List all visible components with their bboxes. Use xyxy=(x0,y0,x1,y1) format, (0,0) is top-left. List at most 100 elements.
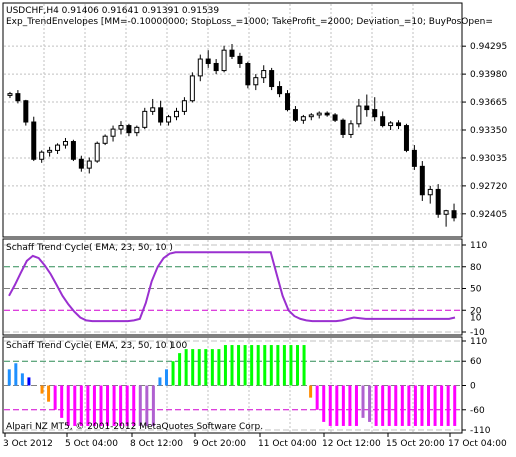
histogram-bar xyxy=(125,385,129,426)
histogram-bar xyxy=(433,385,437,426)
price-axis: 0.94295 0.93980 0.93665 0.93350 0.93035 0.927… xyxy=(462,42,507,436)
histogram-bar xyxy=(394,385,398,426)
time-label: 17 Oct 04:00 xyxy=(448,439,507,449)
candle-body xyxy=(324,112,330,116)
histogram-bar xyxy=(348,385,352,426)
histogram-bar xyxy=(263,345,267,386)
candle-body xyxy=(396,122,402,127)
copyright-text: Alpari NZ MT5, © 2001-2012 MetaQuotes So… xyxy=(6,422,263,432)
candle-body xyxy=(15,93,21,102)
histogram-bar xyxy=(237,345,241,386)
histogram-bar xyxy=(243,345,247,386)
histogram-bar xyxy=(269,345,273,386)
candle-body xyxy=(380,116,386,127)
stc-pane-title: Schaff Trend Cycle( EMA, 23, 50, 10 ) xyxy=(6,243,173,253)
candle-body xyxy=(86,160,92,169)
candle-body xyxy=(411,149,417,167)
candle-body xyxy=(221,49,227,72)
candle-body xyxy=(292,109,298,121)
candle-body xyxy=(166,116,172,123)
price-pane[interactable] xyxy=(2,2,463,238)
histogram-bar xyxy=(158,377,162,386)
candle-body xyxy=(451,210,457,219)
candle-body xyxy=(364,105,370,111)
histogram-bar xyxy=(145,385,149,426)
histogram-bar xyxy=(47,385,51,402)
histogram-bar xyxy=(53,385,57,410)
histogram-bar xyxy=(427,385,431,426)
histogram-bar xyxy=(413,385,417,426)
candle-body xyxy=(269,70,275,88)
stc-line-pane[interactable] xyxy=(2,238,463,336)
stc-line-series xyxy=(8,251,456,323)
candle-body xyxy=(189,75,195,102)
histogram-bar xyxy=(138,385,142,426)
histogram-bar xyxy=(446,385,450,426)
price-label: 0.93665 xyxy=(470,98,507,108)
hist-current-value: 100 xyxy=(170,341,187,351)
candle-body xyxy=(277,86,283,95)
candle-body xyxy=(126,125,132,134)
histogram-bar xyxy=(86,385,90,426)
histogram-bar xyxy=(178,353,182,386)
histogram-bar xyxy=(106,385,110,426)
stc-level-label: 20 xyxy=(470,306,482,316)
histogram-bar xyxy=(73,385,77,426)
candlestick-series xyxy=(7,43,457,227)
candle-body xyxy=(94,142,100,162)
histogram-bar xyxy=(60,385,64,418)
candle-body xyxy=(419,165,425,196)
candle-body xyxy=(47,149,53,153)
hist-level-label: -60 xyxy=(470,406,485,416)
candle-body xyxy=(158,107,164,123)
candle-body xyxy=(31,121,37,160)
price-label: 0.93980 xyxy=(470,70,507,80)
histogram-bar xyxy=(407,385,411,426)
candle-body xyxy=(372,109,378,118)
candle-body xyxy=(181,100,187,112)
histogram-bar xyxy=(20,373,24,386)
histogram-bar xyxy=(361,385,365,418)
candle-body xyxy=(356,105,362,125)
candle-body xyxy=(245,62,251,86)
histogram-bar xyxy=(296,345,300,386)
candle-body xyxy=(403,125,409,151)
price-label: 0.92405 xyxy=(470,210,507,220)
histogram-bar xyxy=(315,385,319,410)
histogram-bar xyxy=(151,385,155,426)
stc-level-label: -10 xyxy=(470,328,485,338)
stc-level-label: 80 xyxy=(470,263,482,273)
stc-current-value: 10 xyxy=(470,314,482,324)
histogram-bar xyxy=(132,385,136,426)
histogram-bar xyxy=(14,363,18,386)
stc-level-label: 110 xyxy=(470,241,487,251)
histogram-bar xyxy=(282,345,286,386)
candle-body xyxy=(150,107,156,112)
histogram-bar xyxy=(112,385,116,426)
symbol-info-text: USDCHF,H4 0.91406 0.91641 0.91391 0.9153… xyxy=(6,6,219,16)
histogram-bar xyxy=(119,385,123,426)
histogram-bar xyxy=(368,385,372,422)
candle-body xyxy=(197,58,203,77)
histogram-bar xyxy=(171,361,175,386)
price-label: 0.93350 xyxy=(470,126,507,136)
histogram-bar xyxy=(276,345,280,386)
time-label: 3 Oct 2012 xyxy=(3,439,53,449)
histogram-bar xyxy=(309,385,313,398)
time-label: 8 Oct 12:00 xyxy=(130,439,183,449)
candle-body xyxy=(23,100,29,123)
candle-body xyxy=(308,114,314,118)
candle-body xyxy=(285,93,291,111)
histogram-bar xyxy=(302,345,306,386)
histogram-bar xyxy=(197,349,201,386)
histogram-bar xyxy=(40,385,44,394)
candle-body xyxy=(316,112,322,116)
candle-body xyxy=(142,110,148,128)
time-label: 12 Oct 12:00 xyxy=(322,439,381,449)
histogram-bar xyxy=(374,385,378,426)
histogram-bar xyxy=(79,385,83,426)
hist-level-label: 110 xyxy=(470,337,487,347)
price-label: 0.93035 xyxy=(470,154,507,164)
histogram-bar xyxy=(223,345,227,386)
